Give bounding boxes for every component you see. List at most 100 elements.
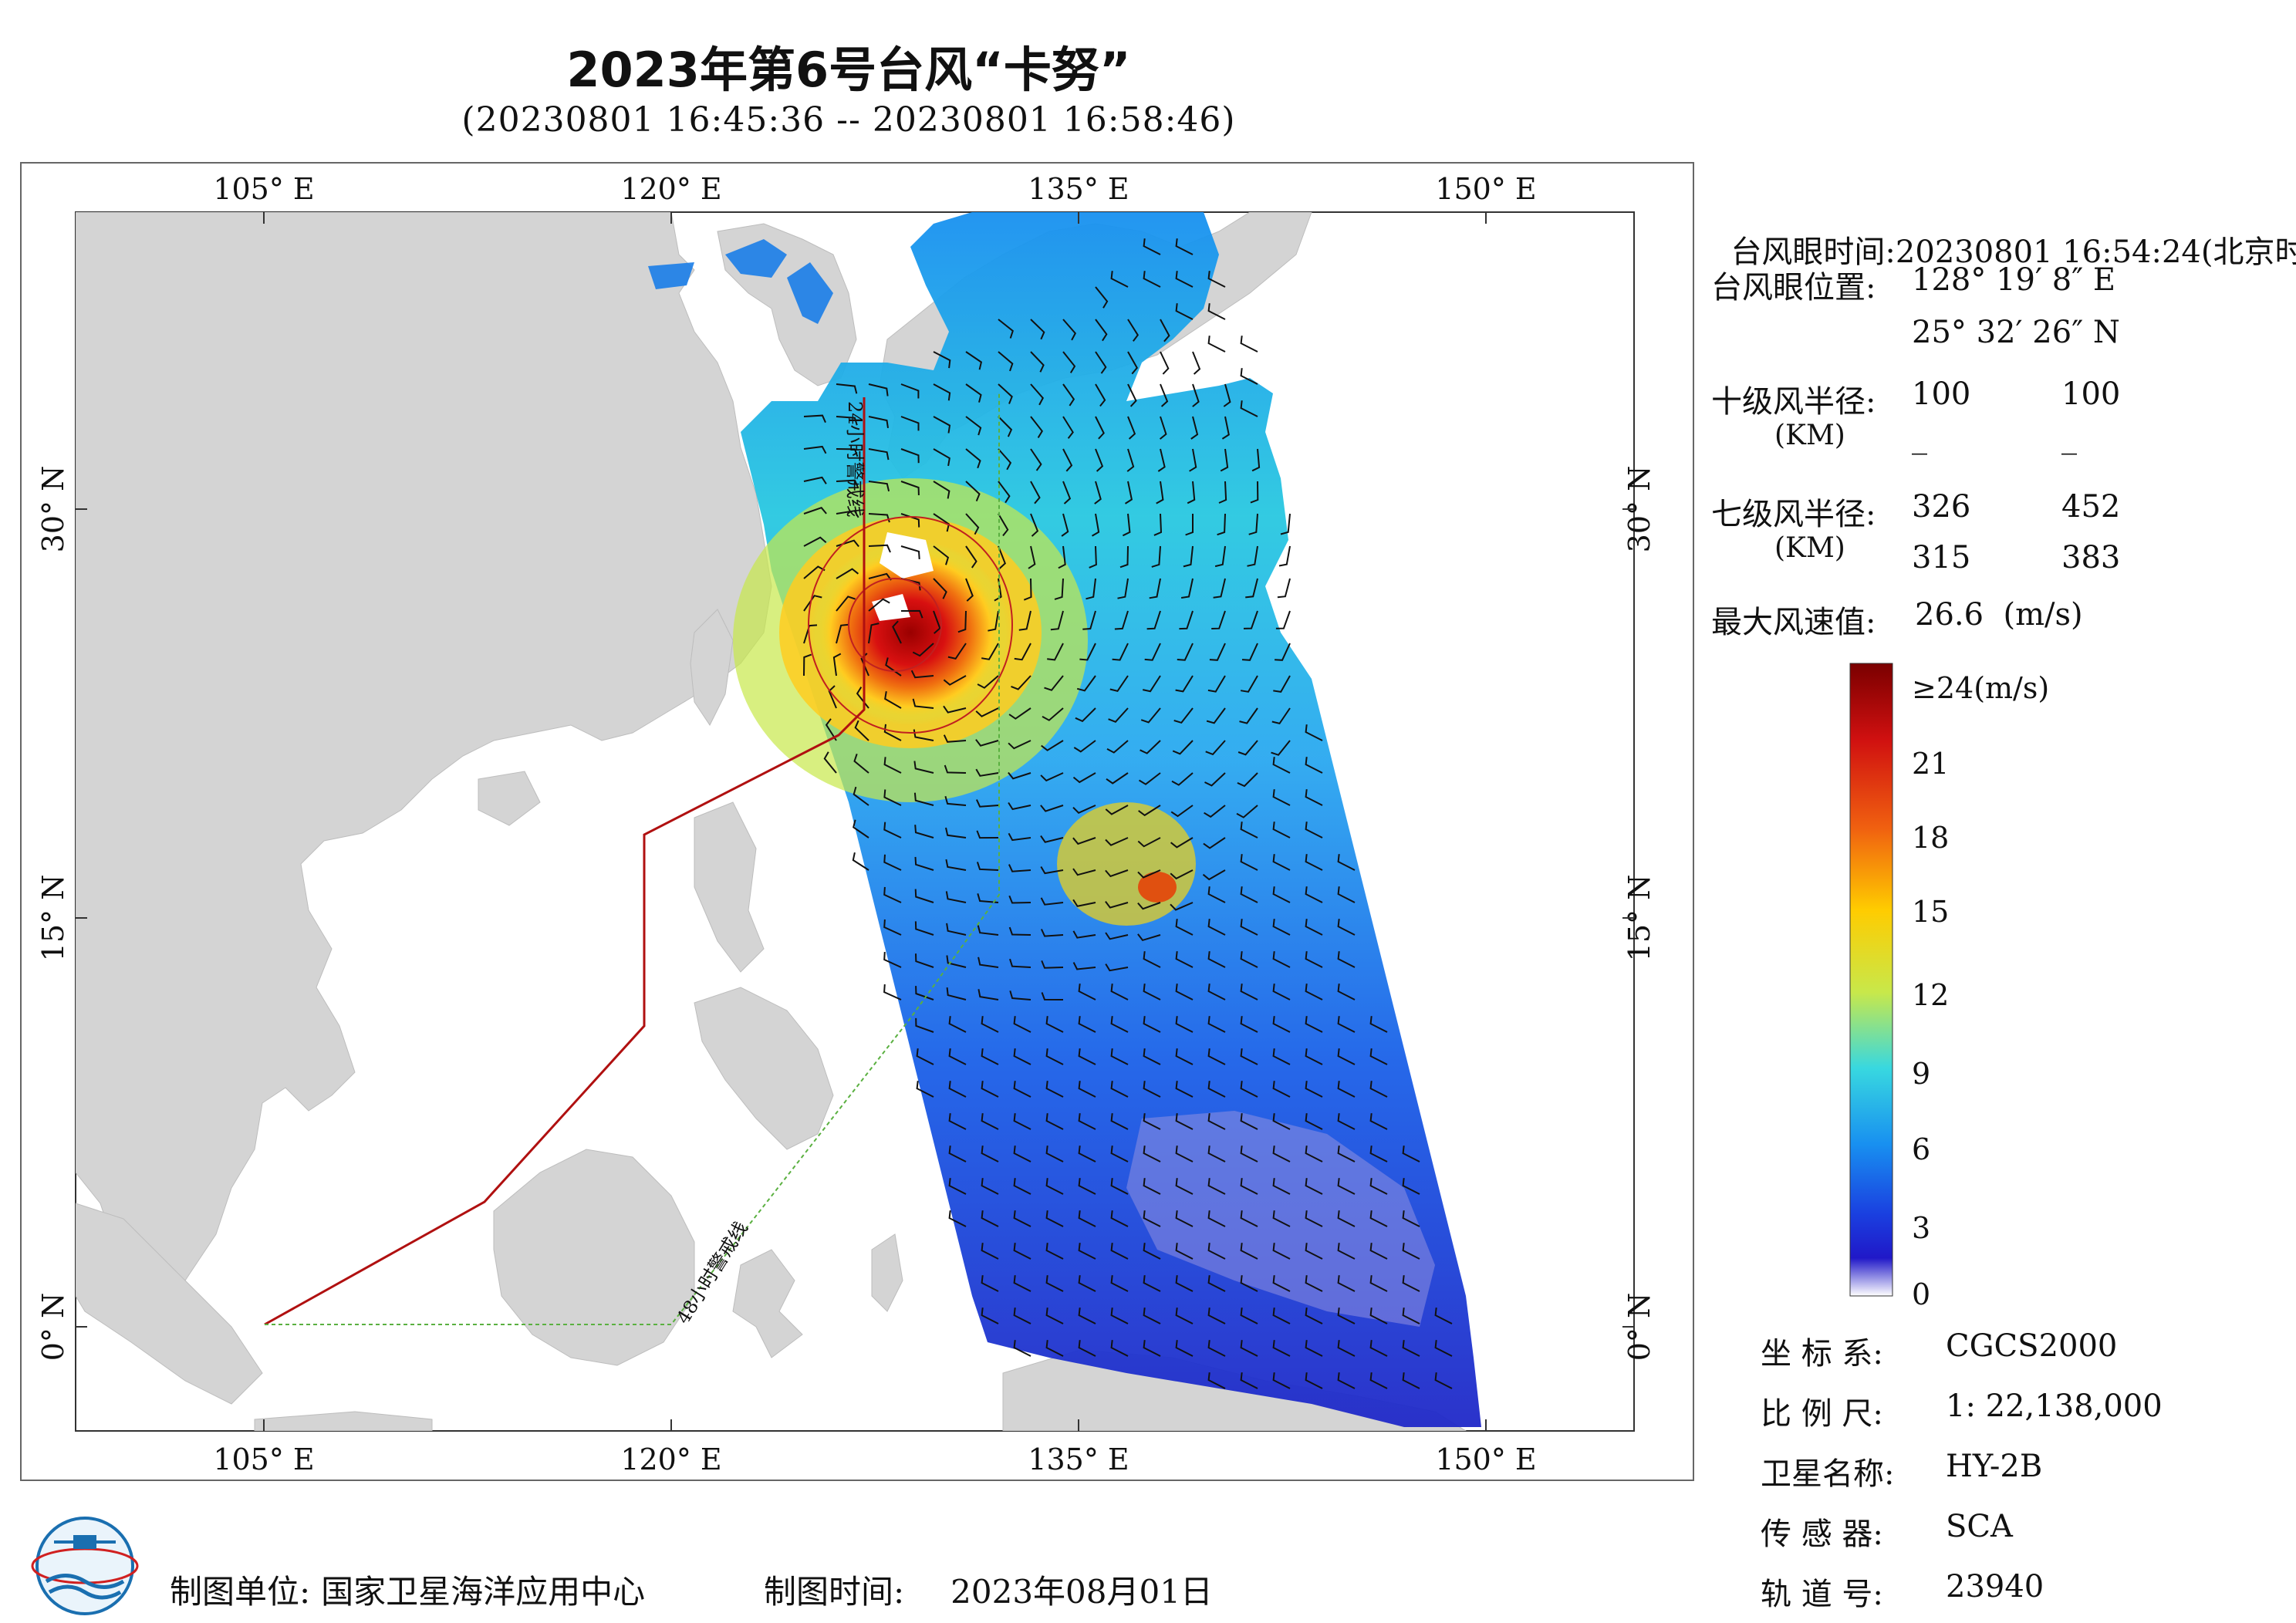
wind-barb [1240, 1308, 1258, 1324]
wind-barb [1054, 578, 1064, 600]
wind-barb [1041, 960, 1064, 969]
wind-barb [1337, 1113, 1356, 1130]
wind-barb [998, 383, 1013, 404]
wind-barb [900, 609, 923, 619]
wind-barb [1209, 643, 1226, 661]
r10-value-ne: 100 [1912, 376, 1971, 412]
crs-label: 坐 标 系: [1761, 1336, 1883, 1372]
wind-barb [1251, 448, 1261, 472]
wind-barb [883, 789, 902, 806]
wind-barb [1138, 772, 1161, 785]
wind-barb [1240, 984, 1258, 1000]
wind-barb [944, 764, 967, 774]
wind-barb [1402, 1243, 1420, 1260]
wind-barb [868, 623, 880, 644]
wind-barb [1175, 951, 1194, 968]
wind-barb [1175, 238, 1194, 255]
wind-barb [965, 383, 982, 403]
wind-barb [1175, 1210, 1194, 1227]
wind-barb [1062, 383, 1075, 407]
wind-barb [1237, 740, 1258, 756]
wind-barb [1061, 513, 1069, 537]
wind-barb [1078, 1016, 1096, 1033]
wind-barb [965, 448, 981, 469]
wind-barb [1305, 1146, 1323, 1162]
wind-barb [1127, 351, 1139, 375]
wind-barb [1105, 901, 1129, 909]
wind-barb [981, 1210, 999, 1227]
wind-barb [1143, 1243, 1161, 1260]
wind-barb [1105, 869, 1129, 878]
wind-barb [1218, 481, 1227, 504]
map-title: 2023年第6号台风“卡努” [566, 42, 1131, 98]
wind-barb [1013, 1243, 1032, 1260]
warning-line-48h [265, 393, 1000, 1325]
wind-barb [1369, 1146, 1388, 1162]
wind-barb [933, 545, 950, 565]
wind-barb [1369, 1275, 1388, 1292]
wind-barb [868, 383, 889, 396]
wind-barb [1271, 740, 1291, 756]
wind-barb [1202, 869, 1226, 881]
wind-barb [1275, 610, 1291, 629]
wind-barb [1175, 675, 1194, 693]
wind-barb [1337, 919, 1356, 936]
eye-longitude: 128° 19′ 8″ E [1912, 262, 2116, 298]
wind-barb [1402, 1146, 1420, 1162]
wind-barb [1013, 1081, 1032, 1098]
wind-barb [1078, 1113, 1096, 1130]
wind-barb [854, 720, 869, 741]
wind-barb [1206, 707, 1226, 724]
r7-label: 七级风半径: [1711, 497, 1876, 532]
wind-barb [1275, 643, 1291, 661]
wind-barb [933, 610, 941, 634]
wind-patch-east-core [1138, 872, 1177, 903]
wind-barb [1143, 984, 1161, 1000]
producer-value: 国家卫星海洋应用中心 [321, 1573, 646, 1611]
wind-barb [1143, 271, 1161, 288]
wind-barb [1337, 1178, 1356, 1195]
wind-barb [883, 757, 902, 774]
wind-barb [1143, 1275, 1161, 1292]
wind-barb [1305, 886, 1323, 903]
wind-barb [1434, 1340, 1453, 1357]
wind-barb [1143, 238, 1161, 255]
wind-barb [1272, 1372, 1291, 1389]
wind-barb [1008, 895, 1032, 904]
wind-barb [1013, 1308, 1032, 1324]
wind-barb [1207, 919, 1226, 936]
wind-barb [1078, 1340, 1096, 1357]
wind-barb [1272, 757, 1291, 774]
wind-barb [1207, 984, 1226, 1000]
wind-barb [1143, 1210, 1161, 1227]
graticule-ticks [76, 212, 1634, 1431]
wind-swath-low [1126, 1111, 1435, 1327]
production-date-label: 制图时间: [764, 1573, 905, 1611]
wind-barb [885, 657, 902, 677]
wind-barb [1305, 1210, 1323, 1227]
wind-barb [1110, 1243, 1129, 1260]
legend-label-24: ≥24(m/s) [1912, 671, 2050, 705]
wind-barb [910, 670, 934, 679]
wind-barb [1110, 1048, 1129, 1065]
wind-barb [823, 751, 837, 774]
wind-barb [1030, 383, 1045, 406]
wind-barb [803, 595, 822, 612]
map-frame [20, 162, 1694, 1481]
wind-barb [1160, 351, 1170, 375]
wind-barb [1008, 926, 1032, 936]
lon-label-top-120: 120° E [620, 172, 721, 206]
wind-barb [1305, 1308, 1323, 1324]
wind-barb [883, 886, 902, 903]
wind-barb [1110, 1275, 1129, 1292]
wind-barb [1369, 1210, 1388, 1227]
wind-barb [1204, 772, 1226, 787]
wind-barb [914, 856, 934, 871]
wind-barb [916, 1048, 934, 1065]
wind-barb [1153, 513, 1163, 536]
r7-value-nw: 383 [2061, 540, 2121, 575]
wind-barb [977, 957, 999, 968]
max-wind-value: 26.6 (m/s) [1915, 597, 2083, 633]
wind-barb [946, 955, 967, 968]
wind-barb [1108, 707, 1129, 723]
